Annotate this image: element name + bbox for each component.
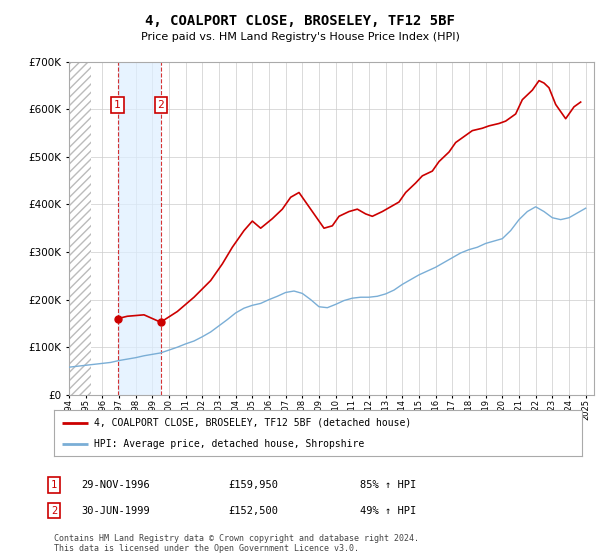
Bar bbox=[118, 62, 161, 395]
Text: 4, COALPORT CLOSE, BROSELEY, TF12 5BF: 4, COALPORT CLOSE, BROSELEY, TF12 5BF bbox=[145, 14, 455, 28]
Text: 85% ↑ HPI: 85% ↑ HPI bbox=[360, 480, 416, 490]
Text: 2: 2 bbox=[51, 506, 57, 516]
Text: 49% ↑ HPI: 49% ↑ HPI bbox=[360, 506, 416, 516]
Text: £159,950: £159,950 bbox=[228, 480, 278, 490]
Text: 1: 1 bbox=[114, 100, 121, 110]
Text: 1: 1 bbox=[51, 480, 57, 490]
Text: Price paid vs. HM Land Registry's House Price Index (HPI): Price paid vs. HM Land Registry's House … bbox=[140, 32, 460, 43]
Text: 2: 2 bbox=[157, 100, 164, 110]
Text: £152,500: £152,500 bbox=[228, 506, 278, 516]
Text: 30-JUN-1999: 30-JUN-1999 bbox=[81, 506, 150, 516]
Text: 29-NOV-1996: 29-NOV-1996 bbox=[81, 480, 150, 490]
Text: Contains HM Land Registry data © Crown copyright and database right 2024.
This d: Contains HM Land Registry data © Crown c… bbox=[54, 534, 419, 553]
Text: 4, COALPORT CLOSE, BROSELEY, TF12 5BF (detached house): 4, COALPORT CLOSE, BROSELEY, TF12 5BF (d… bbox=[94, 418, 411, 428]
Text: HPI: Average price, detached house, Shropshire: HPI: Average price, detached house, Shro… bbox=[94, 439, 364, 449]
Bar bbox=[69, 62, 91, 395]
